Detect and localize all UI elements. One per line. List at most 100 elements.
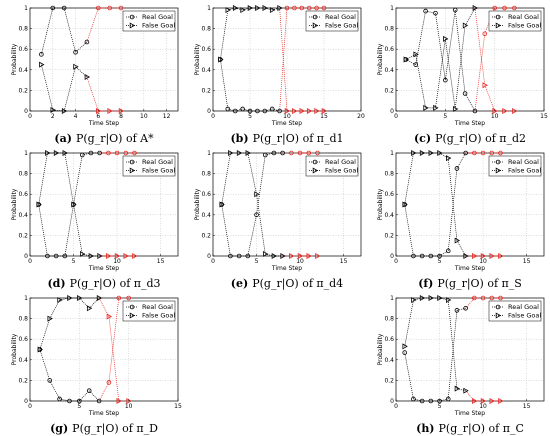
x-tick-label: 12 (163, 113, 171, 120)
x-axis-label: Time Step (271, 120, 302, 127)
data-point (73, 63, 79, 70)
x-tick-label: 6 (96, 113, 100, 120)
series-segment (256, 194, 266, 254)
data-point (315, 253, 321, 259)
legend-box (488, 300, 542, 322)
legend-entry-label: Real Goal (325, 158, 356, 166)
data-point (47, 315, 53, 322)
x-tick-label: 5 (72, 258, 76, 265)
data-point (45, 253, 50, 259)
series-segment (456, 388, 466, 392)
data-point (116, 295, 122, 301)
chart-panel-d: 0 5 10 15 0 0.2 0.4 0.6 0.8 1 Time Step Probability… (11, 150, 179, 291)
data-point (445, 155, 452, 162)
legend-box (488, 10, 542, 32)
series-segment (49, 299, 60, 319)
series-false-goal (218, 5, 328, 114)
data-point (299, 108, 305, 114)
series-segment (465, 390, 475, 402)
series-segment (75, 41, 88, 53)
y-tick-label: 0.4 (384, 357, 394, 364)
legend-entry-label: Real Goal (142, 303, 173, 311)
data-point (489, 295, 495, 301)
series-real-goal (36, 150, 137, 259)
series-segment (404, 152, 414, 205)
series-segment (454, 25, 466, 109)
data-point (245, 253, 251, 259)
data-point (498, 150, 503, 156)
data-point (245, 150, 251, 156)
y-tick-label: 0.4 (18, 67, 28, 74)
data-point (96, 295, 103, 301)
x-axis-label: Time Step (271, 265, 302, 272)
y-tick-label: 0.8 (201, 171, 211, 178)
data-point (123, 253, 129, 259)
y-tick-label: 0 (390, 253, 394, 260)
data-point (47, 378, 53, 383)
data-point (480, 150, 486, 156)
series-segment (64, 204, 74, 257)
y-tick-label: 0.8 (384, 171, 394, 178)
data-point (228, 150, 234, 156)
data-point (482, 31, 488, 37)
y-axis-label: Probability (377, 43, 384, 75)
chart-panel-a: 0 2 4 6 8 10 12 0 0.2 0.4 0.6 0.8 1 Time Step Probabil… (11, 5, 179, 146)
legend-entry-label: False Goal (142, 312, 175, 320)
data-point (36, 201, 42, 208)
data-point (269, 106, 275, 112)
x-tick-label: 8 (119, 113, 123, 120)
series-segment (64, 152, 74, 205)
y-tick-label: 0.2 (18, 232, 28, 239)
data-point (454, 385, 461, 392)
y-tick-label: 0.4 (384, 212, 394, 219)
series-segment (247, 214, 257, 257)
legend-triangle-marker (495, 22, 502, 29)
data-point (315, 150, 320, 156)
legend-circle-marker (495, 14, 501, 20)
data-point (492, 108, 498, 114)
legend-circle-marker (129, 159, 135, 165)
data-point (107, 5, 112, 11)
data-point (225, 106, 231, 112)
data-point (411, 297, 417, 304)
series-segment (63, 66, 76, 112)
series-segment (456, 152, 466, 169)
series-false-goal (39, 61, 125, 114)
data-point (73, 49, 78, 55)
series-segment (82, 152, 92, 156)
data-point (53, 150, 60, 156)
legend-entry-label: False Goal (142, 22, 175, 30)
data-point (289, 253, 295, 259)
series-segment (404, 204, 414, 257)
data-point (512, 108, 518, 114)
data-point (480, 398, 487, 404)
panel-caption: (c) P(g_r|O) of π_d2 (414, 132, 526, 146)
y-tick-label: 0.2 (384, 87, 394, 94)
data-point (472, 5, 479, 11)
y-axis-label: Probability (11, 333, 18, 365)
y-tick-label: 0.2 (18, 87, 28, 94)
x-tick-label: 20 (357, 113, 365, 120)
data-point (106, 253, 112, 259)
series-real-goal (39, 5, 124, 57)
series-segment (235, 108, 243, 112)
x-axis-label: Time Step (454, 265, 485, 272)
data-point (53, 253, 59, 259)
series-segment (456, 240, 466, 257)
series-segment (265, 152, 275, 156)
series-segment (454, 10, 466, 94)
x-tick-label: 15 (157, 258, 165, 265)
data-point (402, 350, 408, 355)
legend-triangle-marker (129, 167, 136, 174)
series-false-goal (403, 5, 518, 114)
series-segment (98, 297, 110, 317)
series-segment (447, 310, 458, 399)
y-tick-label: 0.6 (384, 46, 394, 53)
data-point (96, 108, 102, 114)
data-point (437, 295, 443, 301)
x-tick-label: 10 (479, 403, 487, 410)
y-tick-label: 1 (24, 295, 28, 302)
